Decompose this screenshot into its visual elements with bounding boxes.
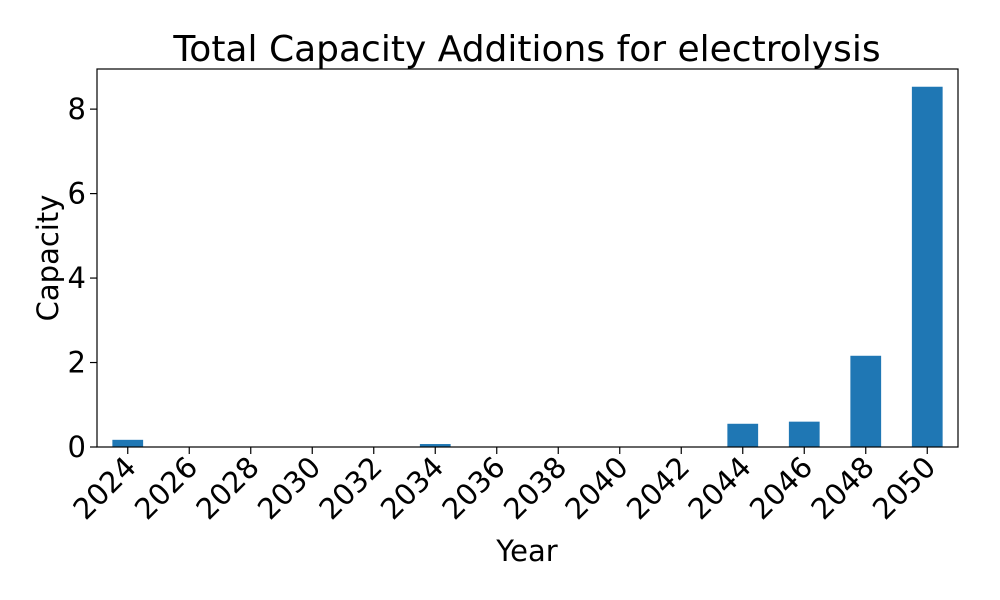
bar-2050 (911, 86, 943, 448)
x-axis: 2024202620282030203220342036203820402042… (66, 447, 942, 526)
bar-2046 (788, 421, 820, 447)
y-axis-label: Capacity (31, 195, 65, 322)
x-tick-label: 2026 (128, 450, 204, 526)
bar-2034 (419, 444, 451, 447)
bars-group (112, 86, 943, 448)
x-tick-label: 2038 (497, 450, 573, 526)
x-tick-label: 2040 (558, 450, 634, 526)
y-tick-label: 8 (68, 92, 86, 126)
y-tick-label: 2 (68, 346, 86, 380)
plot-frame (96, 68, 959, 448)
x-tick-label: 2042 (620, 450, 696, 526)
x-tick-label: 2046 (743, 450, 819, 526)
x-tick-label: 2036 (435, 450, 511, 526)
y-tick-label: 6 (68, 177, 86, 211)
x-tick-label: 2034 (374, 450, 450, 526)
x-tick-label: 2032 (312, 450, 388, 526)
bar-2044 (727, 423, 759, 447)
bar-2024 (112, 439, 144, 447)
x-tick-label: 2044 (681, 450, 757, 526)
chart-title: Total Capacity Additions for electrolysi… (172, 29, 880, 70)
x-tick-label: 2048 (804, 450, 880, 526)
bar-2048 (850, 355, 882, 447)
y-tick-label: 0 (68, 430, 86, 464)
x-tick-label: 2050 (866, 450, 942, 526)
y-axis: 0 2 4 6 8 (68, 92, 97, 464)
x-tick-label: 2030 (251, 450, 327, 526)
x-axis-label: Year (495, 534, 557, 568)
x-tick-label: 2028 (189, 450, 265, 526)
y-tick-label: 4 (68, 261, 86, 295)
